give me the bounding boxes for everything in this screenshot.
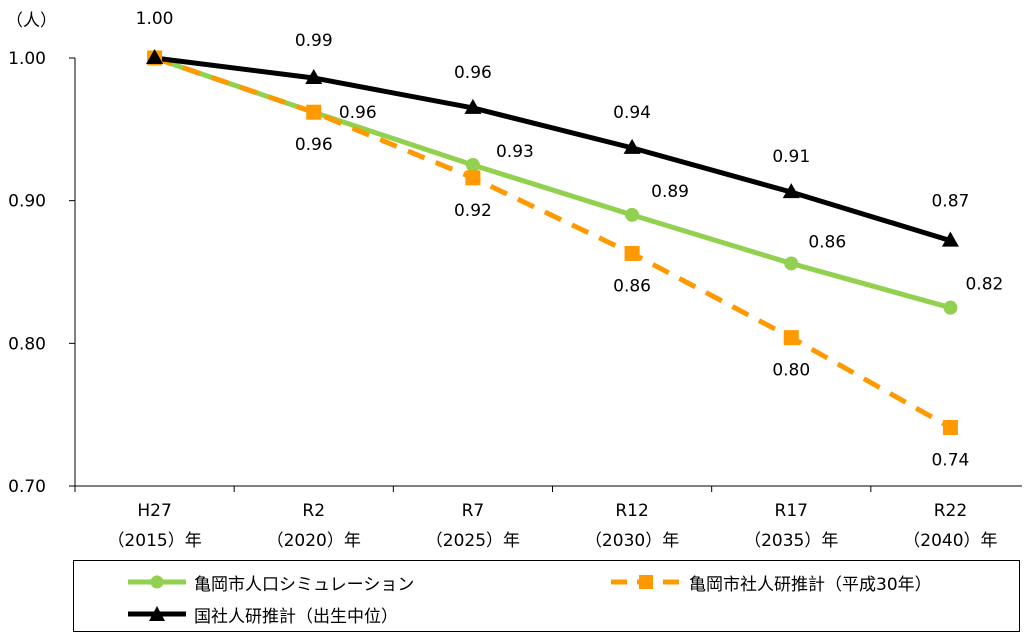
x-tick-sublabel-3: （2030）年 bbox=[585, 531, 679, 551]
data-label-s2-1: 0.99 bbox=[295, 31, 333, 51]
data-label-s2-5: 0.87 bbox=[931, 192, 969, 212]
x-tick-sublabel-4: （2035）年 bbox=[744, 531, 838, 551]
data-label-s2-4: 0.91 bbox=[772, 147, 810, 167]
data-label-s1-4: 0.80 bbox=[772, 361, 810, 381]
x-tick-label-2: R7 bbox=[462, 501, 485, 521]
series-1-point-2 bbox=[465, 170, 481, 186]
series-1-point-3 bbox=[624, 245, 640, 261]
series-2-point-3 bbox=[623, 138, 641, 154]
y-tick-label: 0.70 bbox=[8, 477, 46, 497]
legend-swatch-black-triangle bbox=[128, 606, 186, 621]
data-label-s2-3: 0.94 bbox=[613, 103, 651, 123]
legend: 亀岡市人口シミュレーション 亀岡市社人研推計（平成30年） 国社人研推計（出生中… bbox=[73, 560, 1020, 632]
data-label-s0-5: 0.82 bbox=[965, 275, 1003, 295]
data-label-s2-0: 1.00 bbox=[136, 9, 174, 29]
data-label-s1-2: 0.92 bbox=[454, 201, 492, 221]
data-label-s0-4: 0.86 bbox=[808, 232, 846, 252]
series-line-2 bbox=[154, 55, 952, 244]
series-0-point-5 bbox=[943, 300, 958, 315]
series-1-point-4 bbox=[783, 330, 799, 346]
x-tick-label-3: R12 bbox=[615, 501, 648, 521]
legend-item-national: 国社人研推計（出生中位） bbox=[126, 599, 398, 629]
series-line-1 bbox=[153, 55, 952, 430]
series-1-point-1 bbox=[306, 104, 322, 120]
legend-label-national: 国社人研推計（出生中位） bbox=[194, 606, 398, 627]
x-tick-label-5: R22 bbox=[934, 501, 967, 521]
series-0-point-4 bbox=[784, 256, 799, 271]
series-0-point-2 bbox=[465, 158, 480, 172]
legend-swatch-green-circle bbox=[128, 575, 186, 589]
series-line-0 bbox=[153, 55, 952, 311]
legend-label-sim: 亀岡市人口シミュレーション bbox=[194, 574, 415, 595]
data-label-s1-3: 0.86 bbox=[613, 276, 651, 296]
x-tick-sublabel-2: （2025）年 bbox=[426, 531, 520, 551]
data-label-s0-1: 0.96 bbox=[339, 103, 377, 123]
series-2-point-0 bbox=[146, 49, 164, 64]
legend-item-sim: 亀岡市人口シミュレーション bbox=[126, 567, 414, 597]
data-label-s0-3: 0.89 bbox=[651, 182, 689, 202]
y-tick-label: 0.80 bbox=[8, 334, 46, 354]
line-chart: 0.70 0.80 0.90 1.00 H27 （2015）年 R2 （2020）年 R7 （20… bbox=[8, 9, 1022, 551]
data-label-s1-1: 0.96 bbox=[295, 135, 333, 155]
series-2-point-2 bbox=[464, 98, 482, 114]
x-tick-label-1: R2 bbox=[302, 501, 325, 521]
legend-label-city-estimate: 亀岡市社人研推計（平成30年） bbox=[689, 574, 932, 595]
legend-item-city-estimate: 亀岡市社人研推計（平成30年） bbox=[609, 567, 932, 597]
x-tick-sublabel-1: （2020）年 bbox=[267, 531, 361, 551]
series-1-point-5 bbox=[942, 420, 958, 436]
legend-swatch-orange-square bbox=[611, 575, 681, 589]
x-tick-sublabel-5: （2040）年 bbox=[903, 531, 997, 551]
x-tick-sublabel-0: （2015）年 bbox=[107, 531, 201, 551]
series-2-point-1 bbox=[305, 68, 323, 84]
x-tick-label-4: R17 bbox=[775, 501, 808, 521]
y-tick-label: 1.00 bbox=[8, 49, 46, 69]
data-label-s2-2: 0.96 bbox=[454, 63, 492, 83]
series-2-point-5 bbox=[941, 231, 959, 247]
data-label-s0-2: 0.93 bbox=[496, 142, 534, 162]
series-0-point-3 bbox=[625, 207, 640, 222]
x-tick-label-0: H27 bbox=[137, 501, 171, 521]
data-label-s1-5: 0.74 bbox=[931, 451, 969, 471]
y-unit-label: （人） bbox=[6, 11, 57, 31]
y-tick-label: 0.90 bbox=[8, 192, 46, 212]
series-2-point-4 bbox=[782, 183, 800, 199]
